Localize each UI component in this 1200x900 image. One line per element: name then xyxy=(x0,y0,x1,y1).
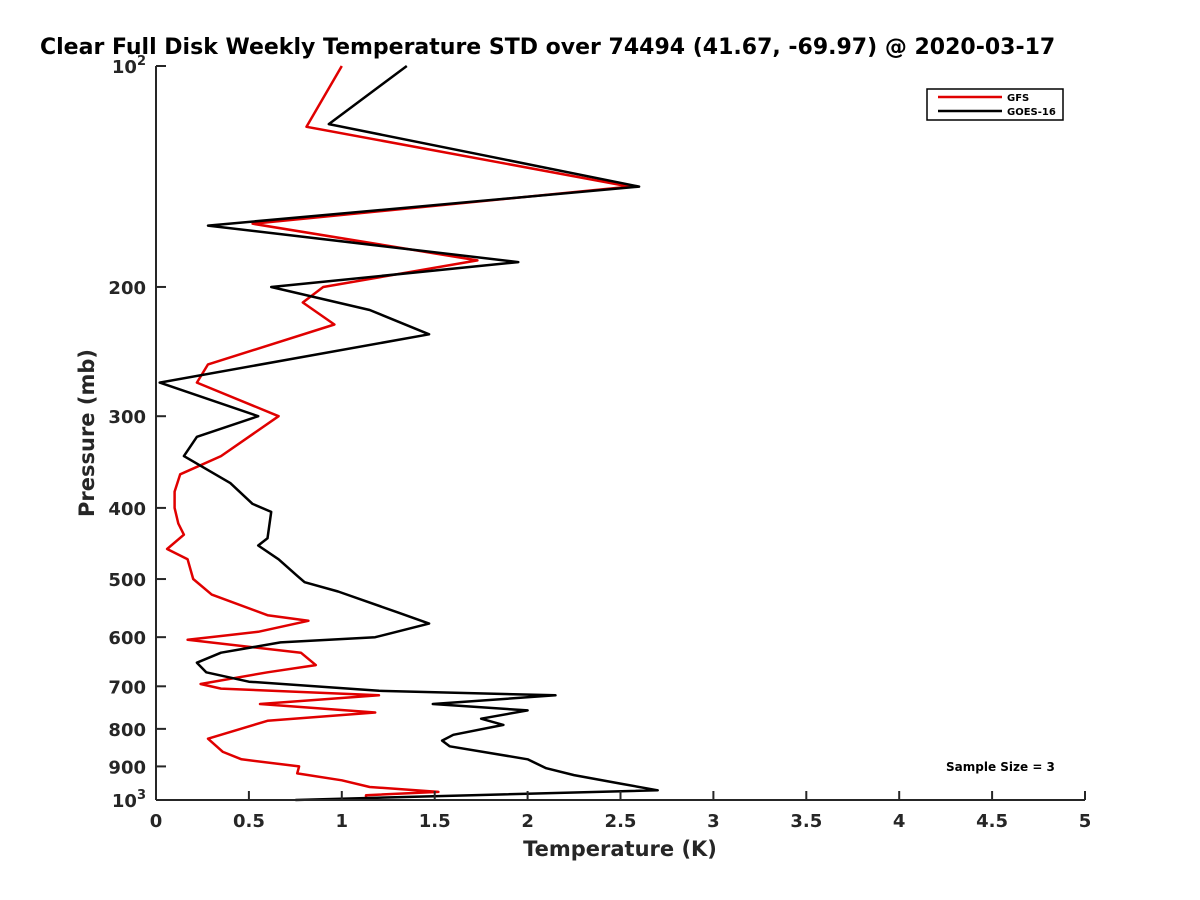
x-tick-label: 4.5 xyxy=(976,811,1008,832)
y-tick-label: 900 xyxy=(108,757,146,778)
y-tick-label: 103 xyxy=(112,788,146,812)
y-tick-base: 10 xyxy=(112,57,137,78)
y-tick-base: 10 xyxy=(112,791,137,812)
y-axis-label: Pressure (mb) xyxy=(75,349,99,517)
x-ticks: 0 0.5 1 1.5 2 2.5 3 3.5 4 4.5 5 xyxy=(150,791,1092,832)
x-tick-label: 5 xyxy=(1079,811,1092,832)
legend-box xyxy=(926,88,1064,121)
x-axis-label: Temperature (K) xyxy=(523,837,717,861)
x-tick-label: 3 xyxy=(707,811,720,832)
y-tick-label: 800 xyxy=(108,720,146,741)
y-tick-label: 400 xyxy=(108,499,146,520)
chart-title: Clear Full Disk Weekly Temperature STD o… xyxy=(40,35,1055,60)
series-line-gfs xyxy=(165,65,632,798)
plot-lines xyxy=(158,64,659,802)
x-tick-label: 0.5 xyxy=(233,811,265,832)
x-tick-label: 2.5 xyxy=(605,811,637,832)
y-tick-label: 500 xyxy=(108,570,146,591)
y-tick-label: 300 xyxy=(108,407,146,428)
legend-label-goes16: GOES-16 xyxy=(1007,107,1056,118)
y-tick-label: 102 xyxy=(112,54,146,78)
x-tick-label: 3.5 xyxy=(790,811,822,832)
sample-size-annotation: Sample Size = 3 xyxy=(946,760,1055,774)
series-line-goes16 xyxy=(158,64,659,802)
legend-label-gfs: GFS xyxy=(1007,93,1029,104)
x-tick-label: 1.5 xyxy=(419,811,451,832)
y-tick-exponent: 3 xyxy=(137,788,146,803)
y-tick-exponent: 2 xyxy=(137,54,146,69)
x-tick-label: 0 xyxy=(150,811,163,832)
legend: GFS GOES-16 xyxy=(926,88,1064,121)
y-tick-label: 700 xyxy=(108,677,146,698)
x-tick-label: 4 xyxy=(893,811,906,832)
y-tick-label: 600 xyxy=(108,628,146,649)
x-tick-label: 1 xyxy=(336,811,349,832)
y-tick-label: 200 xyxy=(108,278,146,299)
x-tick-label: 2 xyxy=(521,811,534,832)
